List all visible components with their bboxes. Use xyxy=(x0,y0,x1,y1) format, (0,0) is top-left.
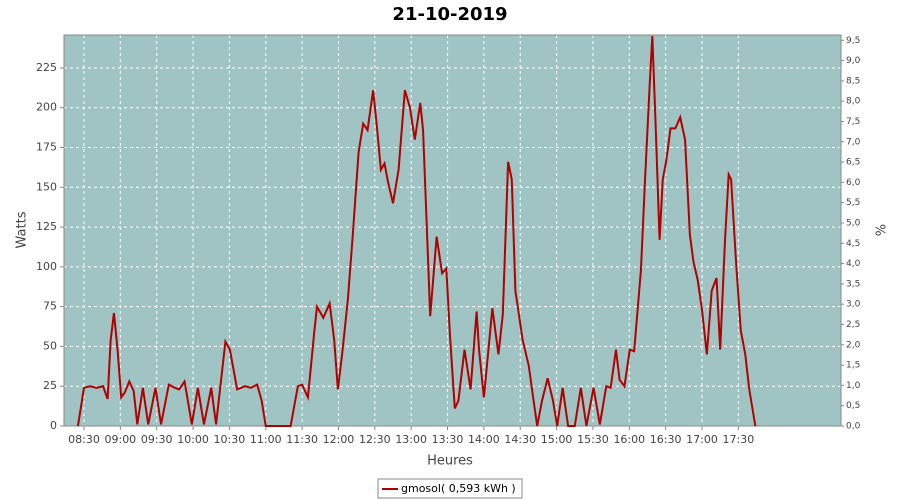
y-tick-label: 150 xyxy=(36,180,57,193)
y2-tick-label: 9,5 xyxy=(846,36,860,46)
legend-label: gmosol( 0,593 kWh ) xyxy=(401,482,516,495)
x-tick-label: 08:30 xyxy=(68,433,100,446)
y-tick-label: 125 xyxy=(36,220,57,233)
x-tick-label: 13:30 xyxy=(432,433,464,446)
y-tick-label: 25 xyxy=(43,379,57,392)
x-tick-label: 16:30 xyxy=(650,433,682,446)
x-axis-label: Heures xyxy=(427,454,473,469)
chart-title: 21-10-2019 xyxy=(392,4,507,25)
data-line xyxy=(76,36,757,427)
x-tick-label: 17:00 xyxy=(686,433,718,446)
y2-tick-label: 8,5 xyxy=(846,76,860,86)
y2-tick-label: 4,0 xyxy=(846,259,861,269)
x-tick-label: 14:30 xyxy=(504,433,536,446)
x-tick-label: 09:30 xyxy=(141,433,173,446)
x-tick-label: 12:30 xyxy=(359,433,391,446)
y-tick-label: 75 xyxy=(43,300,57,313)
x-tick-label: 10:30 xyxy=(214,433,246,446)
x-tick-label: 15:00 xyxy=(541,433,573,446)
x-tick-label: 10:00 xyxy=(177,433,209,446)
y2-axis-label: % xyxy=(875,224,890,236)
y2-tick-label: 3,5 xyxy=(846,279,860,289)
y2-tick-label: 7,0 xyxy=(846,137,861,147)
y2-tick-label: 4,5 xyxy=(846,239,860,249)
x-tick-label: 15:30 xyxy=(577,433,609,446)
y2-tick-label: 2,0 xyxy=(846,340,861,350)
y2-tick-label: 6,5 xyxy=(846,158,860,168)
x-tick-label: 16:00 xyxy=(613,433,645,446)
legend-box xyxy=(377,478,523,499)
y2-tick-label: 5,0 xyxy=(846,218,861,228)
y2-tick-label: 2,5 xyxy=(846,320,860,330)
x-tick-label: 09:00 xyxy=(104,433,136,446)
y-tick-label: 200 xyxy=(36,101,57,114)
x-tick-label: 13:00 xyxy=(395,433,427,446)
x-tick-label: 11:30 xyxy=(286,433,318,446)
y2-tick-label: 7,5 xyxy=(846,117,860,127)
y2-tick-label: 3,0 xyxy=(846,300,861,310)
y2-tick-label: 1,5 xyxy=(846,361,860,371)
x-tick-label: 12:00 xyxy=(323,433,355,446)
y2-tick-label: 6,0 xyxy=(846,178,861,188)
y-tick-label: 100 xyxy=(36,260,57,273)
y2-tick-label: 9,0 xyxy=(846,56,861,66)
y2-tick-label: 5,5 xyxy=(846,198,860,208)
y-axis-label: Watts xyxy=(15,211,30,248)
y-tick-label: 50 xyxy=(43,339,57,352)
y2-tick-label: 0,5 xyxy=(846,401,860,411)
x-tick-label: 14:00 xyxy=(468,433,500,446)
x-tick-label: 11:00 xyxy=(250,433,282,446)
y-tick-label: 175 xyxy=(36,141,57,154)
y-tick-label: 0 xyxy=(50,419,57,432)
y-tick-label: 225 xyxy=(36,61,57,74)
x-tick-label: 17:30 xyxy=(723,433,755,446)
plot-border xyxy=(63,34,842,427)
y2-tick-label: 1,0 xyxy=(846,381,861,391)
y2-tick-label: 0,0 xyxy=(846,422,861,432)
y2-tick-label: 8,0 xyxy=(846,97,861,107)
